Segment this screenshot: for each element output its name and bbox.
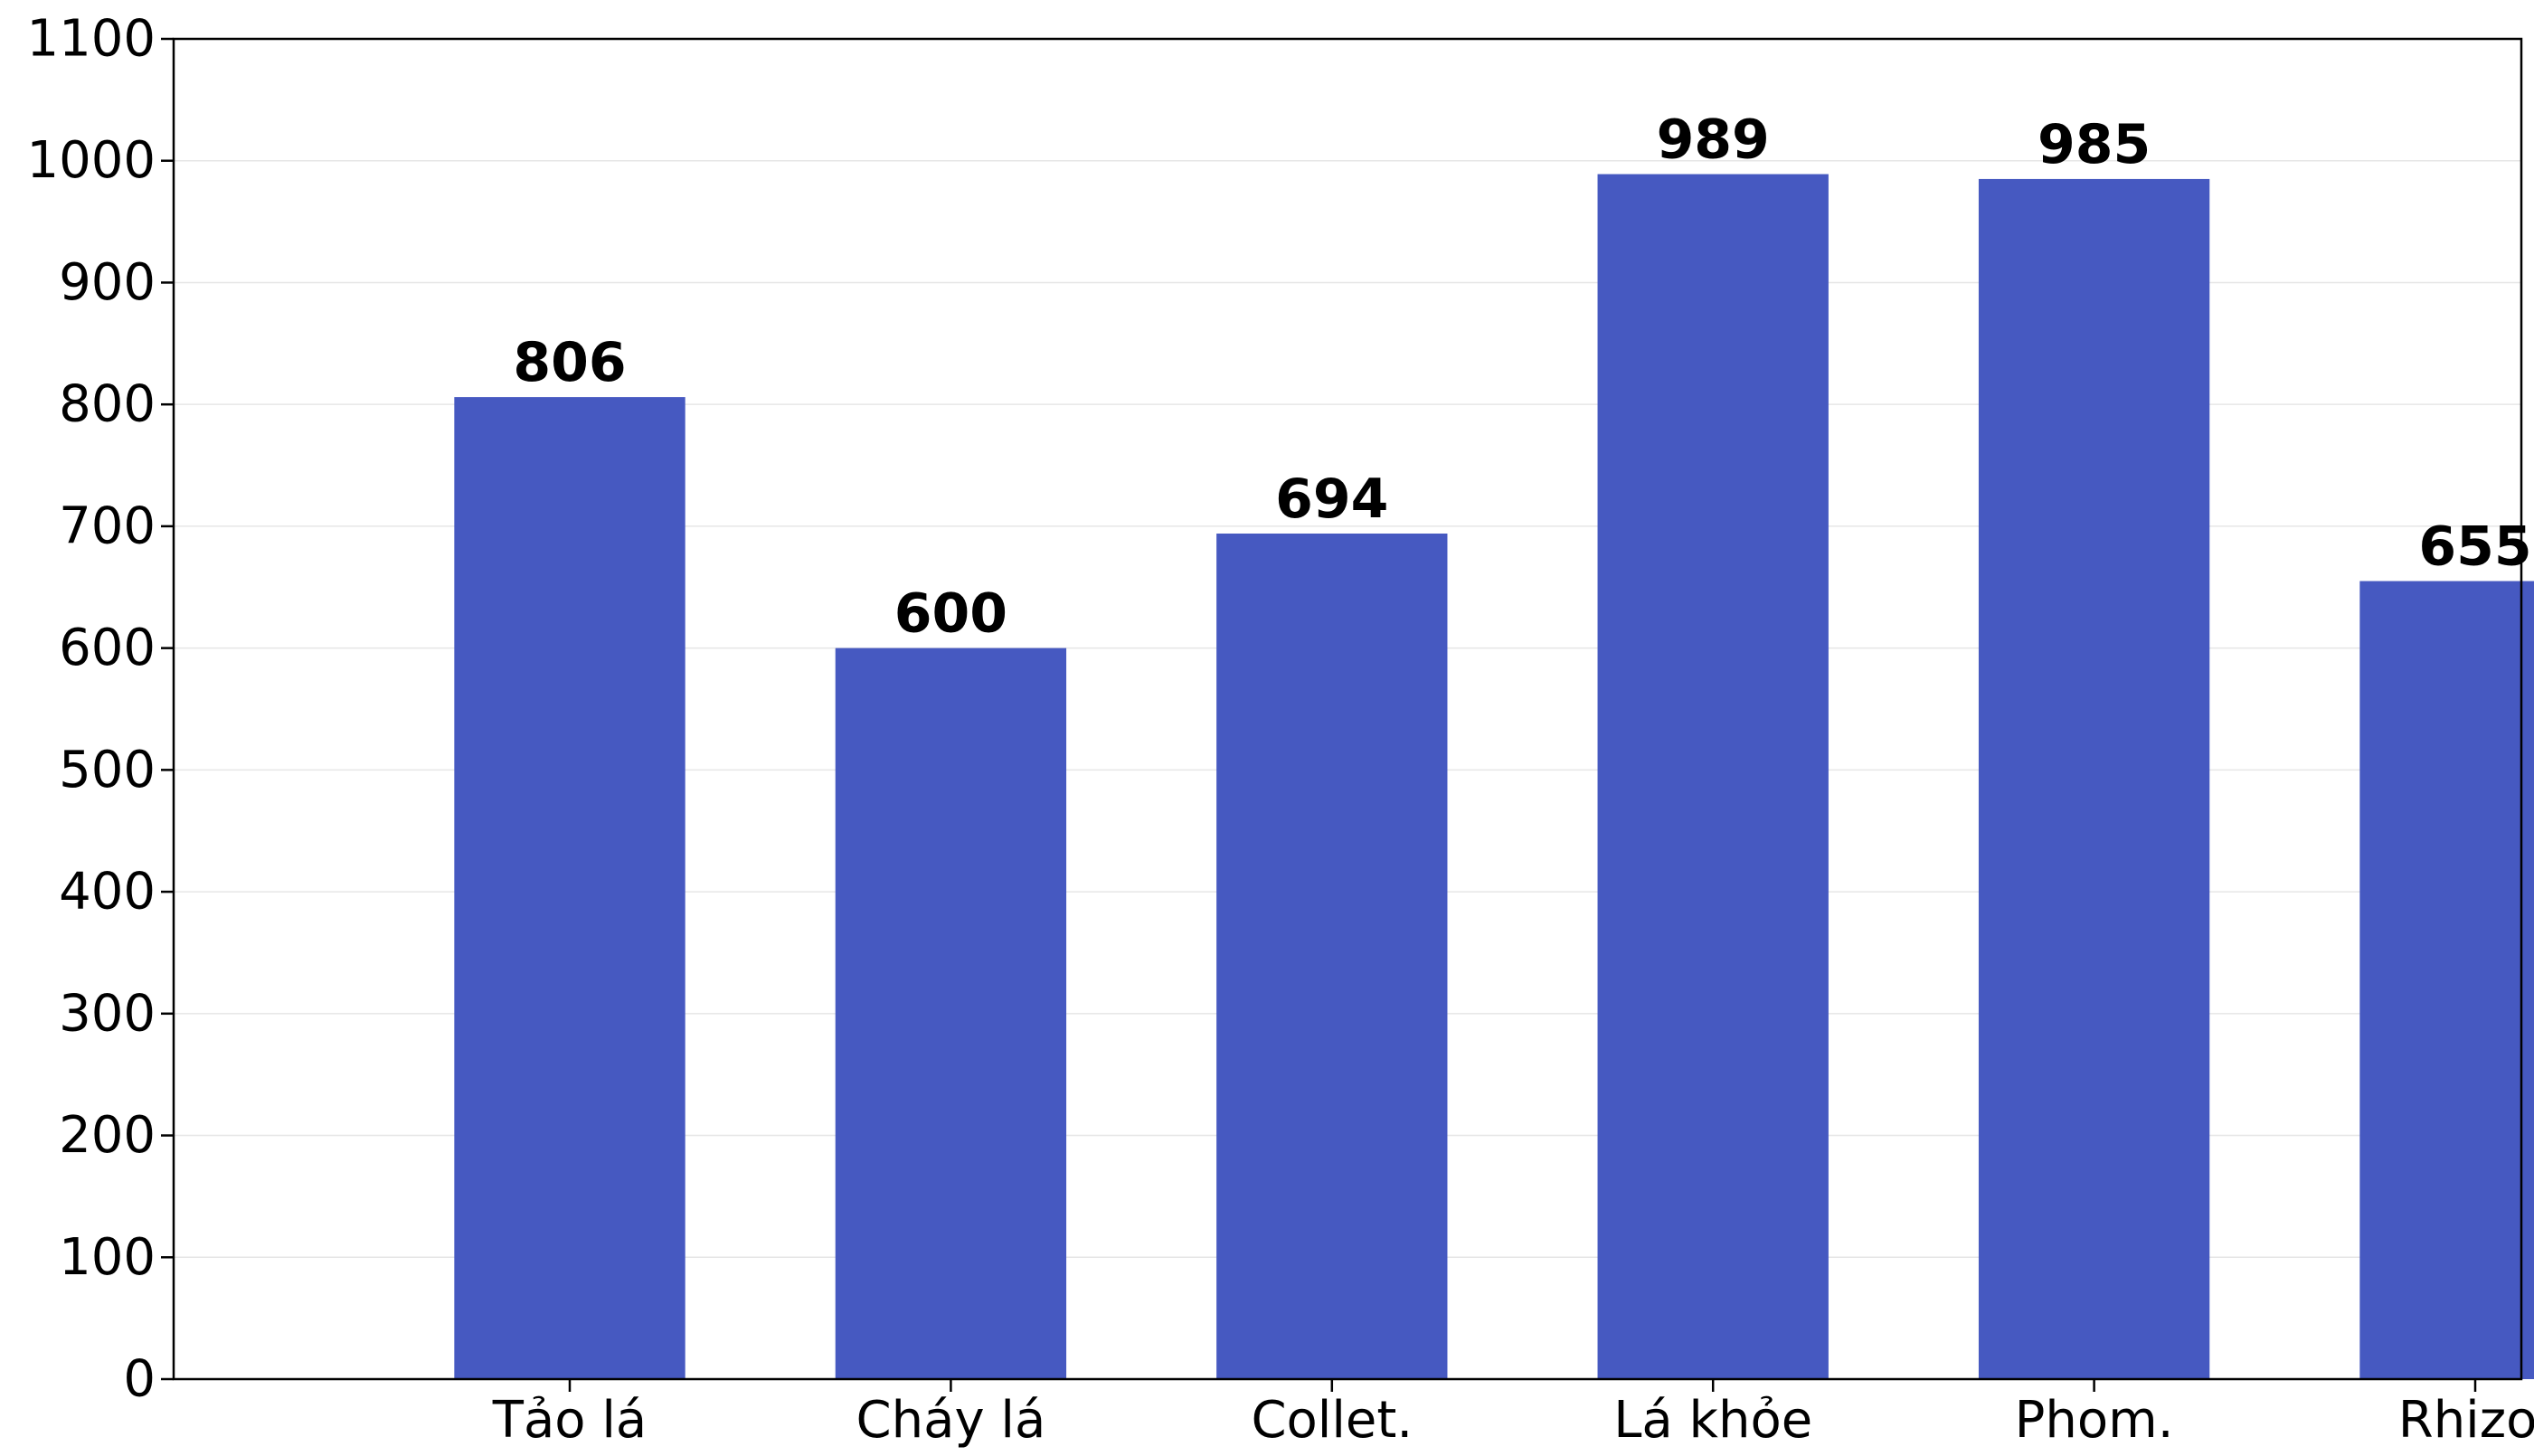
x-tick-label: Lá khỏe bbox=[1613, 1391, 1812, 1450]
y-tick-label: 1100 bbox=[26, 10, 156, 69]
x-tick-label: Phom. bbox=[2015, 1391, 2174, 1450]
bar bbox=[835, 648, 1067, 1379]
bar-value-label: 655 bbox=[2418, 515, 2531, 579]
bars bbox=[454, 174, 2534, 1380]
bar-value-label: 694 bbox=[1275, 468, 1388, 531]
bar-value-label: 989 bbox=[1657, 109, 1770, 172]
bar bbox=[1597, 174, 1829, 1380]
y-axis-ticks: 0 100 200 300 400 500 600 700 800 900 1000 1100 bbox=[26, 10, 174, 1409]
y-tick-label: 900 bbox=[59, 253, 156, 312]
bar bbox=[454, 397, 686, 1380]
x-axis-ticks: Tảo lá Cháy lá Collet. Lá khỏe Phom. Rhizo. bbox=[492, 1379, 2534, 1450]
x-tick-label: Tảo lá bbox=[492, 1391, 647, 1450]
bar bbox=[1216, 533, 1448, 1379]
y-tick-label: 500 bbox=[59, 741, 156, 799]
y-tick-label: 200 bbox=[59, 1106, 156, 1165]
x-tick-label: Collet. bbox=[1251, 1391, 1413, 1450]
y-tick-label: 600 bbox=[59, 619, 156, 677]
y-tick-label: 100 bbox=[59, 1228, 156, 1287]
plot-frame bbox=[172, 37, 2523, 1381]
bar bbox=[2359, 581, 2534, 1379]
data-labels: 806 600 694 989 985 655 bbox=[513, 109, 2531, 646]
bar-value-label: 985 bbox=[2038, 113, 2151, 176]
y-tick-label: 800 bbox=[59, 375, 156, 434]
bar bbox=[1978, 178, 2210, 1379]
x-tick-label: Rhizo. bbox=[2398, 1391, 2534, 1450]
y-tick-label: 700 bbox=[59, 496, 156, 555]
bar-value-label: 600 bbox=[894, 582, 1007, 646]
y-tick-label: 300 bbox=[59, 984, 156, 1043]
y-tick-label: 0 bbox=[123, 1350, 156, 1409]
y-tick-label: 1000 bbox=[26, 131, 156, 190]
bar-value-label: 806 bbox=[513, 331, 626, 394]
y-tick-label: 400 bbox=[59, 863, 156, 922]
x-tick-label: Cháy lá bbox=[856, 1391, 1046, 1450]
